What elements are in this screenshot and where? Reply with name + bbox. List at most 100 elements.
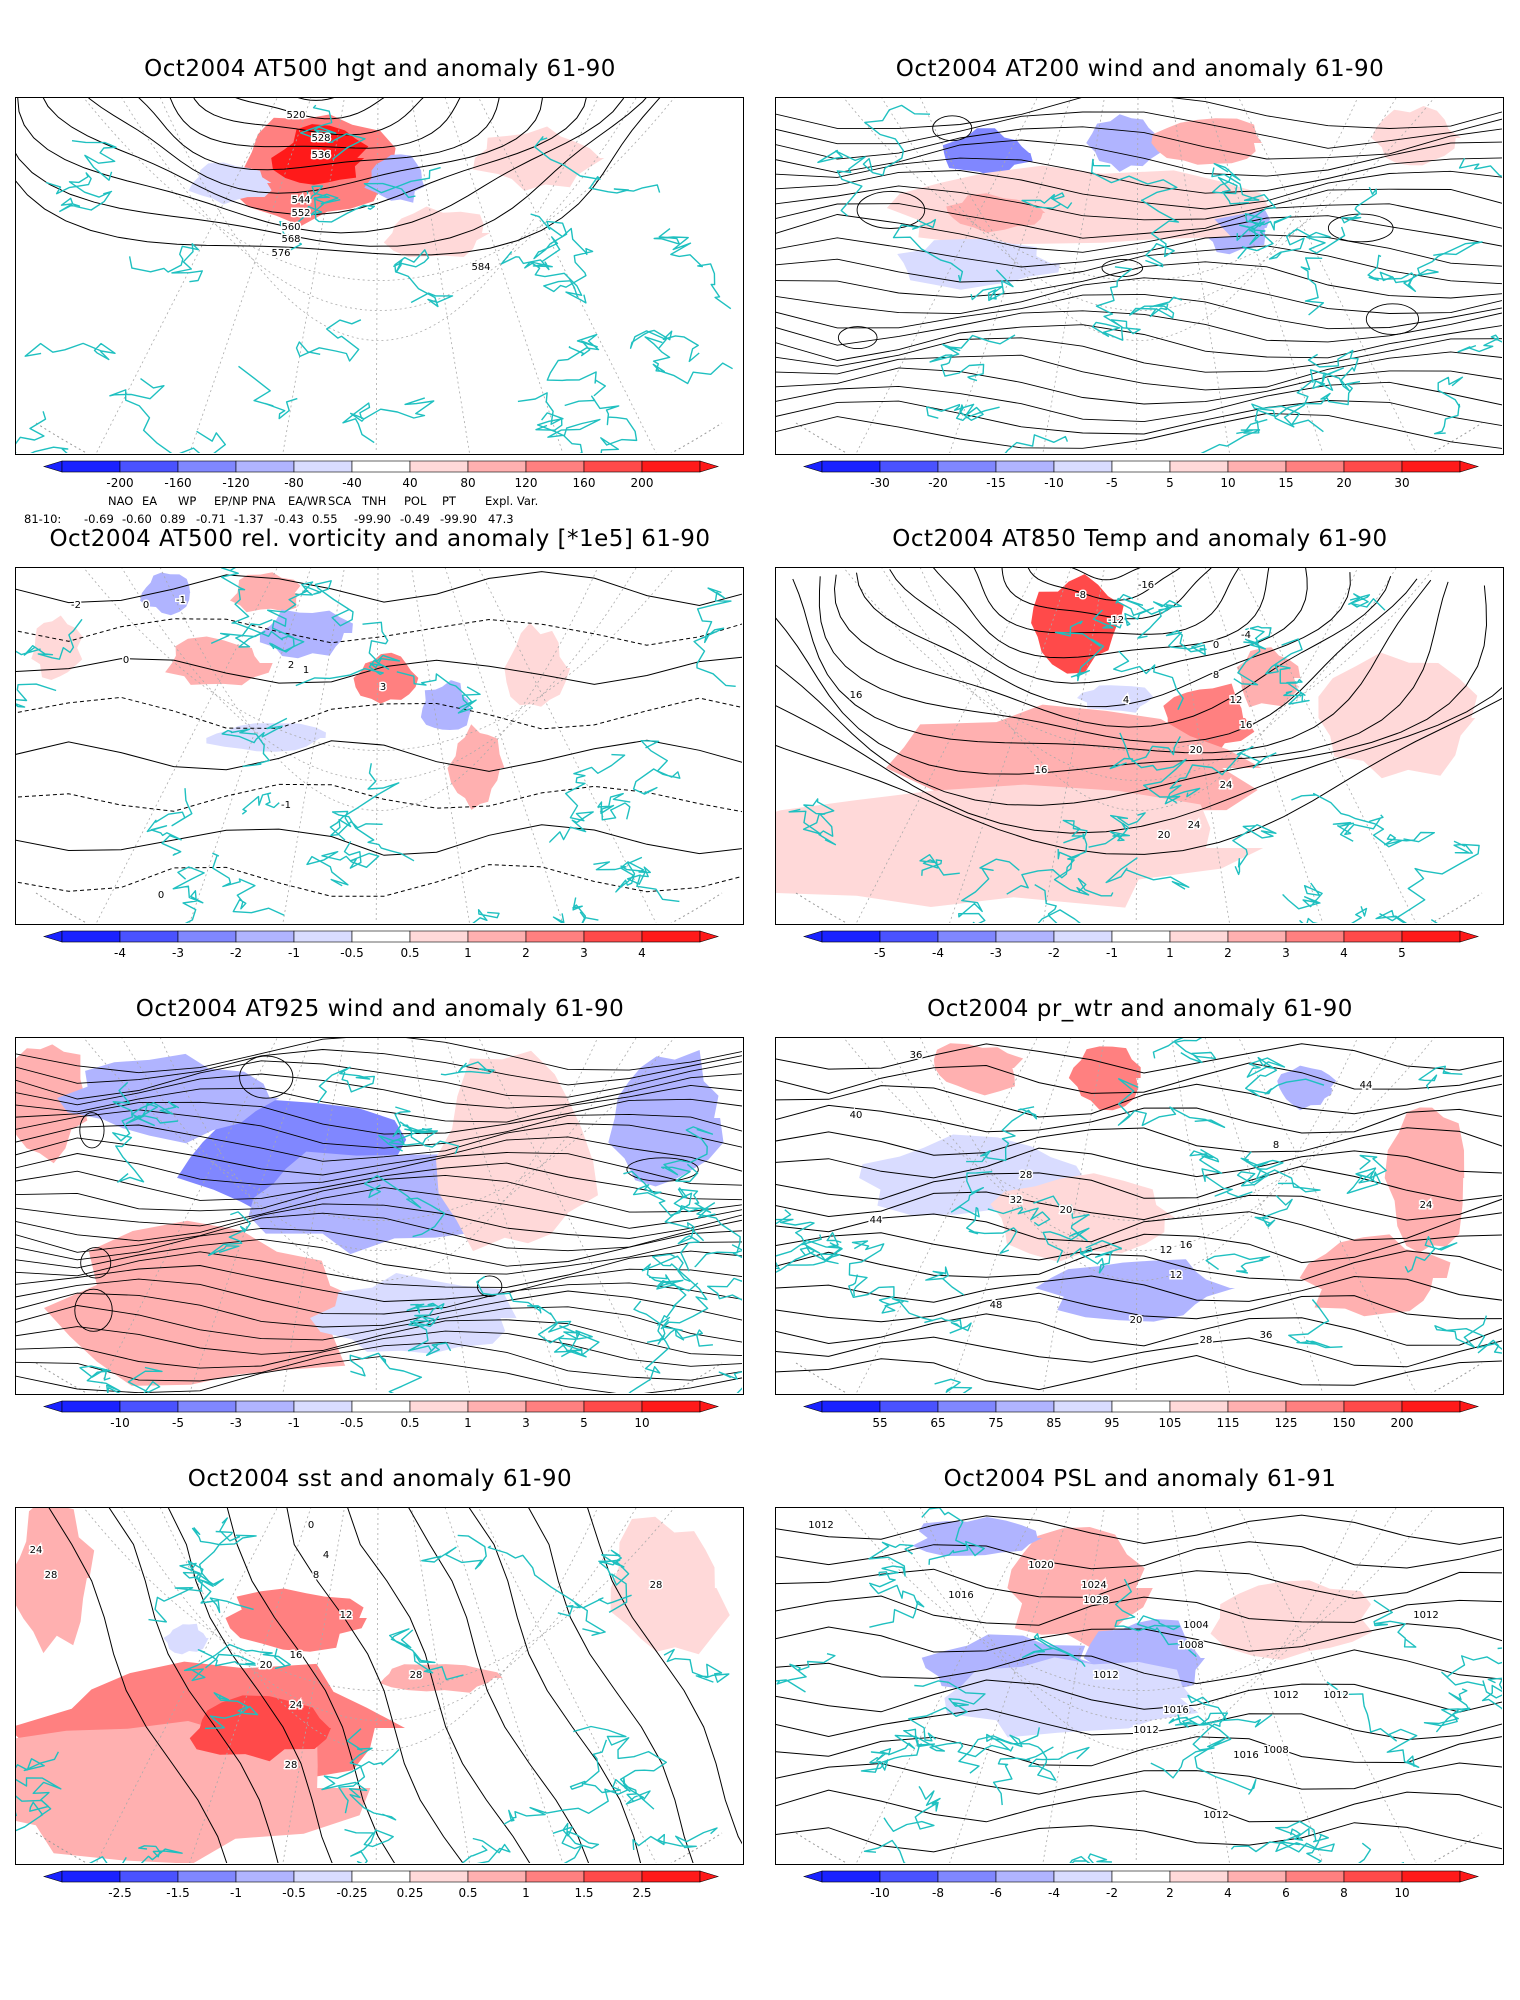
contour-label: 20 [1190,745,1203,756]
contour-label: 1016 [948,1590,973,1601]
coastlines [16,568,736,923]
colorbar-tick-label: 3 [522,1416,530,1430]
colorbar-tick-label: -80 [284,476,304,490]
contour-label: 32 [1010,1195,1023,1206]
contour-label: 44 [1360,1080,1373,1091]
colorbar-bin [235,1870,295,1883]
contour-label: 44 [870,1215,883,1226]
colorbar-tick-label: 1.5 [574,1886,594,1900]
contour-label: 1012 [1413,1610,1438,1621]
colorbar-tick-label: -4 [932,946,944,960]
colorbar [802,460,1480,473]
colorbar-bin [409,1870,469,1883]
anomaly-region [897,238,1060,290]
colorbar-tick-label: -10 [110,1416,130,1430]
index-name: PT [442,494,456,508]
anomaly-region [44,1220,381,1386]
colorbar-tick-label: 85 [1046,1416,1062,1430]
colorbar-bin [1343,1870,1403,1883]
contour-lines [16,1038,742,1393]
colorbar-tick-label: -5 [172,1416,184,1430]
contour-lines [776,1514,1502,1853]
map-canvas: 36 40 44 48 28 32 20 16 12 8 24 12 20 28 36 44 [776,1038,1502,1393]
colorbar-tick-label: 160 [572,476,596,490]
anomaly-region [912,1517,1043,1556]
colorbar-tick-label: -20 [928,476,948,490]
contour-label: 3 [380,682,386,693]
colorbar-tick-label: 6 [1282,1886,1290,1900]
contour-label: 40 [850,1110,863,1121]
colorbar-tick-label: 2 [522,946,530,960]
contour-label: 1012 [1093,1670,1118,1681]
anomaly-region [447,724,505,810]
contour-label: 520 [286,110,305,121]
coastlines [817,104,1502,453]
contour-label: 4 [1123,695,1129,706]
colorbar-tick-label: 75 [988,1416,1004,1430]
colorbar [802,930,1480,943]
colorbar-tick-label: 3 [1282,946,1290,960]
panel-title: Oct2004 AT500 hgt and anomaly 61-90 [144,56,616,82]
contour-label: 36 [910,1050,923,1061]
colorbar-arrow-right [1459,930,1480,943]
colorbar-tick-label: 150 [1332,1416,1356,1430]
colorbar-tick-label: -3 [230,1416,242,1430]
colorbar-bin [293,1870,353,1883]
anomaly-region [1007,1527,1153,1647]
contour-lines [776,568,1502,855]
colorbar-tick-label: 8 [1340,1886,1348,1900]
index-name: Expl. Var. [485,494,539,508]
contour-label: 20 [1060,1205,1073,1216]
colorbar-arrow-right [1459,460,1480,473]
colorbar-labels: -200 -160 -120 -80 -40 40 80 120 160 200 [0,476,760,492]
contour-label: 24 [1220,780,1233,791]
map-frame: -16 -8 -12 4 8 12 16 20 24 16 20 24 16 0 -4 [775,567,1504,925]
colorbar-tick-label: 10 [1220,476,1236,490]
map-frame [775,97,1504,455]
colorbar-tick-label: 0.25 [396,1886,424,1900]
map-canvas: 1012 1016 1020 1024 1028 1008 1004 1012 1016 1012… [776,1508,1502,1863]
colorbar-bin [821,1870,881,1883]
colorbar-arrow-left [802,1870,823,1883]
contour-label: 36 [1260,1330,1273,1341]
contour-label: 1012 [1133,1725,1158,1736]
colorbar [42,1870,720,1883]
anomaly-region [16,1721,371,1863]
anomaly-region [1371,106,1462,166]
anomaly-region [504,622,571,707]
colorbar-tick-label: 5 [1398,946,1406,960]
colorbar-bin [583,1870,643,1883]
colorbar-bin [177,1870,237,1883]
colorbar-tick-label: -0.5 [282,1886,306,1900]
index-name: SCA [328,494,352,508]
contour-label: 8 [1213,670,1219,681]
anomaly-region [189,1695,331,1762]
map-panel-psl: Oct2004 PSL and anomaly 61-91 1012 1016 102… [760,1410,1520,1910]
colorbar-tick-label: 1 [464,946,472,960]
map-frame: 520 528 536 544 552 560 568 576 584 [15,97,744,455]
index-name: NAO [108,494,134,508]
map-canvas: -16 -8 -12 4 8 12 16 20 24 16 20 24 16 0 -4 [776,568,1502,923]
contour-lines [776,1043,1502,1391]
map-panel-wind925: Oct2004 AT925 wind and anomaly 61-90 -10-… [0,940,760,1440]
anomaly-region [259,609,353,659]
colorbar-tick-label: -1 [1106,946,1118,960]
contour-label: 1008 [1178,1640,1203,1651]
contour-label: -8 [1076,590,1086,601]
contour-label: 4 [323,1550,329,1561]
colorbar-tick-label: 2.5 [632,1886,652,1900]
colorbar-bin [525,1870,585,1883]
colorbar-tick-label: 30 [1394,476,1410,490]
colorbar-tick-label: 80 [460,476,476,490]
contour-label: 12 [1230,695,1243,706]
colorbar-bin [467,1870,527,1883]
contour-label: 24 [290,1700,303,1711]
index-value: -1.37 [234,512,264,526]
colorbar-bin [641,1870,701,1883]
contour-label: 528 [311,133,330,144]
map-frame: 1012 1016 1020 1024 1028 1008 1004 1012 1016 1012… [775,1507,1504,1865]
index-name: EA/WR [288,494,327,508]
colorbar-tick-label: 1 [464,1416,472,1430]
contour-label: -12 [1108,615,1124,626]
colorbar-tick-label: -1.5 [166,1886,190,1900]
